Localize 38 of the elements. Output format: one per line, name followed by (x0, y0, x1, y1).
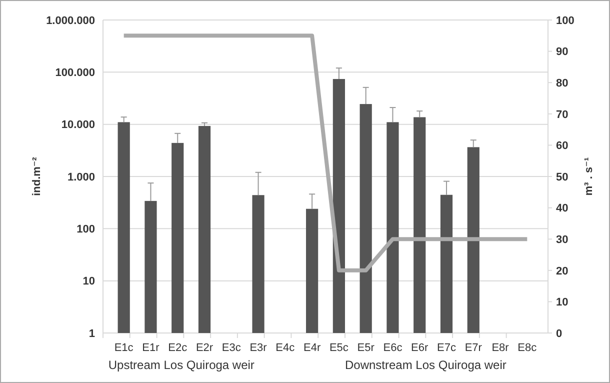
x-tick-label: E1c (114, 342, 134, 354)
x-tick-label: E7c (437, 342, 456, 354)
y2-tick-label: 60 (556, 140, 568, 152)
x-tick-label: E4c (276, 342, 296, 354)
y-tick-label: 1 (88, 328, 95, 340)
x-tick-label: E5r (357, 342, 375, 354)
y-tick-label: 100 (76, 224, 95, 236)
text: Downstream Los Quiroga weir (344, 358, 506, 372)
y-tick-label: 1.000 (67, 171, 95, 184)
text: Upstream Los Quiroga weir (108, 358, 254, 372)
y2-tick-label: 80 (556, 77, 568, 90)
y-tick-label: 10.000 (61, 119, 95, 132)
y2-tick-label: 100 (556, 14, 574, 27)
x-tick-label: E7r (464, 342, 482, 354)
x-tick-label: E8c (518, 342, 538, 354)
y-tick-label: 10 (82, 276, 95, 288)
y2-tick-label: 40 (556, 202, 568, 215)
y-tick-label: 1.000.000 (46, 14, 95, 27)
x-tick-label: E2r (196, 342, 214, 354)
x-tick-label: E4r (303, 342, 321, 354)
y2-tick-label: 10 (556, 296, 568, 309)
x-tick-label: E5c (329, 342, 349, 354)
y-axis-title: ind.m⁻² (31, 156, 43, 196)
y2-tick-label: 0 (556, 328, 562, 340)
x-tick-label: E3c (222, 342, 242, 354)
y2-tick-label: 90 (556, 46, 568, 58)
x-tick-label: E2c (168, 342, 188, 354)
y2-tick-label: 30 (556, 234, 568, 246)
y2-tick-label: 50 (556, 171, 568, 184)
y-tick-label: 100.000 (55, 67, 95, 80)
y2-tick-label: 20 (556, 265, 568, 278)
y2-tick-label: 70 (556, 108, 568, 121)
x-tick-label: E6c (383, 342, 403, 354)
x-tick-label: E8r (492, 342, 510, 354)
x-tick-label: E6r (411, 342, 428, 354)
x-tick-label: E1r (142, 342, 160, 354)
y2-axis-title: m³ . s⁻¹ (583, 157, 595, 196)
x-tick-label: E3r (250, 342, 268, 354)
